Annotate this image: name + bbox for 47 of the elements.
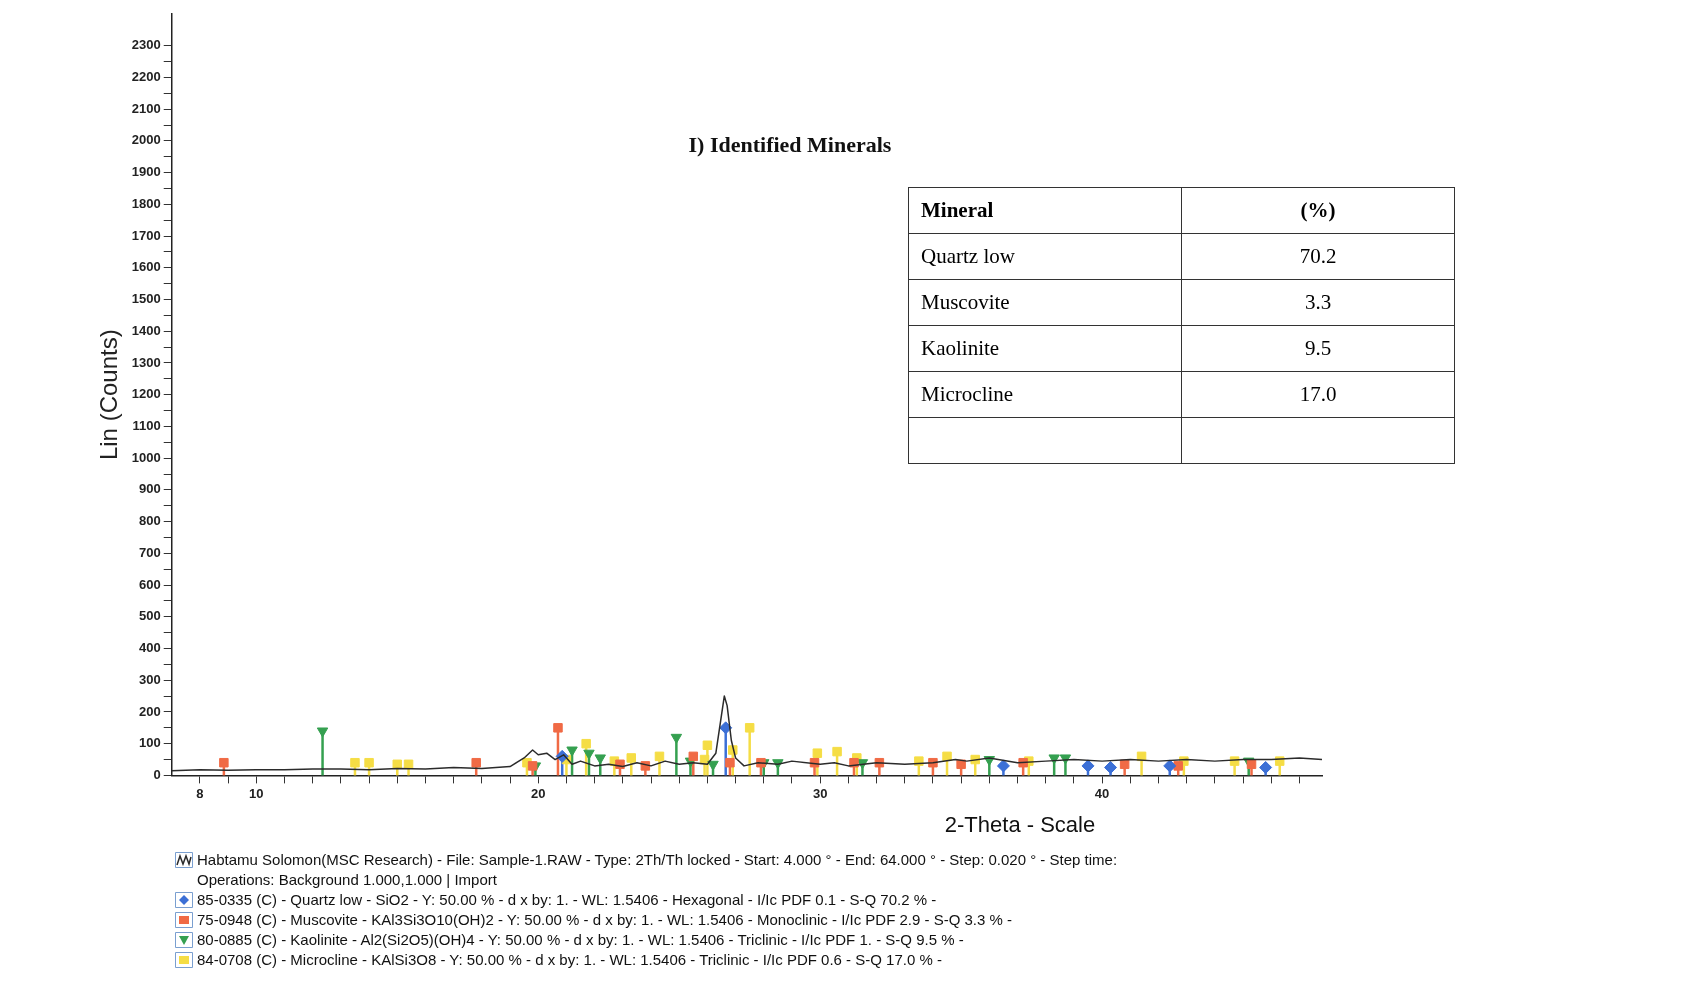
y-tick-label: 1700 [131,227,161,243]
y-tick-label: 1000 [131,449,161,465]
text: I) Identified Minerals [688,132,892,157]
annotation: 17.0 [1181,371,1455,418]
y-tick-label: 800 [139,513,161,529]
y-tick-label: 400 [139,640,161,656]
y-tick-label: 2000 [131,132,161,148]
annotation: Microcline [908,371,1182,418]
y-tick-label: 0 [153,766,161,782]
annotation: Kaolinite [908,325,1182,372]
x-tick-label: 30 [812,785,828,801]
y-tick-label: 700 [139,544,161,560]
y-tick-label: 2100 [131,100,161,116]
legend-label: 84-0708 (C) - Microcline - KAlSi3O8 - Y: 50.00 % - d x by: 1. - WL: 1.5406 - Triclinic - I/Ic PDF 0.6 - S-Q 17.0 % - [197,950,942,970]
y-tick-label: 1400 [131,322,161,338]
y-tick-label: 1800 [131,195,161,211]
y-tick-label: 1100 [132,418,161,433]
legend-label: 75-0948 (C) - Muscovite - KAl3Si3O10(OH)2 - Y: 50.00 % - d x by: 1. - WL: 1.5406 - Monoclinic - I/Ic PDF 2.9 - S-Q 3.3 % - [197,910,1013,930]
y-tick-label: 900 [139,481,161,497]
x-tick-label: 8 [196,785,204,801]
x-tick-label: 40 [1094,785,1110,801]
y-tick-label: 1900 [131,164,161,180]
y-axis-title: Lin (Counts) [95,329,123,461]
y-tick-label: 2200 [131,69,161,85]
y-tick-label: 2300 [131,37,161,53]
annotation: 9.5 [1181,325,1455,372]
y-tick-label: 1300 [131,354,161,370]
y-tick-label: 1200 [131,386,161,402]
y-tick-label: 100 [139,735,161,751]
y-tick-label: 300 [139,671,161,687]
annotation: 3.3 [1181,279,1455,326]
legend-label: 80-0885 (C) - Kaolinite - Al2(Si2O5)(OH)4 - Y: 50.00 % - d x by: 1. - WL: 1.5406 - Triclinic - I/Ic PDF 1. - S-Q 9.5 % - [197,930,964,950]
x-tick-label: 20 [531,785,546,801]
legend-label: Habtamu Solomon(MSC Research) - File: Sample-1.RAW - Type: 2Th/Th locked - Start: 4.000 ° - End: 64.000 ° - Step: 0.020 ° - Step time: Operations: Background 1.000,1.000 | Import [197,850,1118,890]
annotation: (%) [1181,187,1455,234]
y-tick-label: 600 [139,576,161,592]
annotation: Muscovite [908,279,1182,326]
y-tick-label: 200 [139,703,161,719]
y-tick-label: 500 [139,608,161,624]
annotation: Mineral [908,187,1182,234]
y-tick-label: 1600 [131,259,161,275]
x-tick-label: 10 [249,785,264,801]
annotation: Quartz low [908,233,1182,280]
x-axis-title: 2-Theta - Scale [943,812,1097,838]
legend-label: 85-0335 (C) - Quartz low - SiO2 - Y: 50.00 % - d x by: 1. - WL: 1.5406 - Hexagonal - I/Ic PDF 0.1 - S-Q 70.2 % - [197,890,937,910]
y-tick-label: 1500 [131,291,161,307]
annotation: 70.2 [1181,233,1455,280]
